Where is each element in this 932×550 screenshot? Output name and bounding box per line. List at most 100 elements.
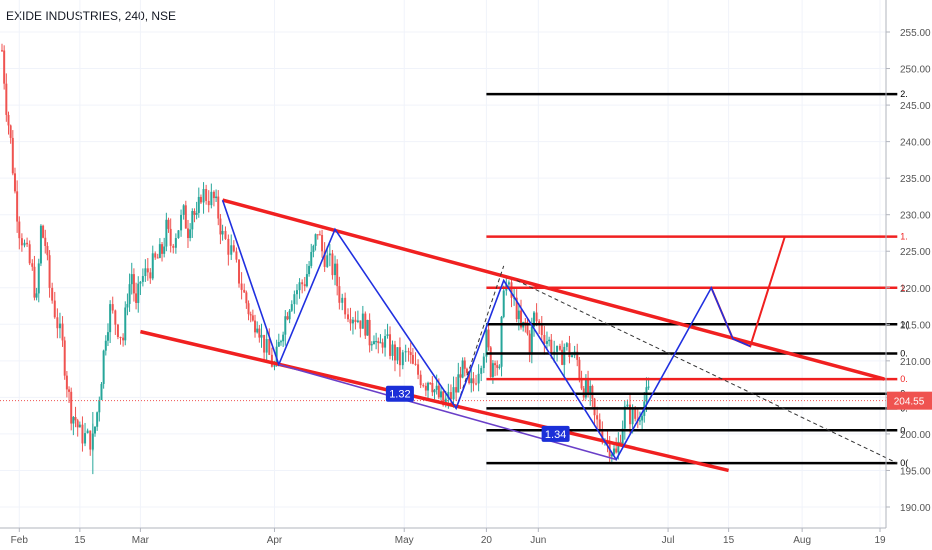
candle-body <box>461 360 464 378</box>
fib-level-label: 1. <box>900 283 908 293</box>
candle-body <box>238 259 241 284</box>
candle-body <box>384 336 387 348</box>
candle-body <box>163 246 166 254</box>
candle-body <box>341 297 344 303</box>
candle-body <box>449 392 452 400</box>
candle-body <box>7 114 10 126</box>
candle-body <box>558 345 561 350</box>
candle-body <box>535 312 538 322</box>
candle-body <box>440 391 442 398</box>
candle-body <box>186 228 189 239</box>
candle-body <box>526 322 529 334</box>
candle-body <box>465 368 468 373</box>
candle-body <box>447 392 450 399</box>
candle-body <box>301 282 304 285</box>
candle-body <box>634 408 637 419</box>
candle-body <box>338 286 341 303</box>
candle-body <box>89 430 92 450</box>
candle-body <box>116 324 119 337</box>
candle-body <box>598 419 601 432</box>
y-tick-label: 220.00 <box>900 284 931 295</box>
candle-body <box>249 314 252 316</box>
x-tick-label: 15 <box>74 535 86 546</box>
candle-body <box>98 400 101 413</box>
candle-body <box>20 238 23 246</box>
candle-body <box>364 313 367 336</box>
candle-body <box>199 196 202 203</box>
candle-body <box>489 347 492 377</box>
candle-body <box>212 191 215 199</box>
last-price-badge <box>887 391 932 410</box>
candle-body <box>496 365 499 368</box>
candle-body <box>141 276 144 282</box>
candle-body <box>33 266 36 298</box>
candle-body <box>429 382 432 384</box>
candle-body <box>328 253 331 256</box>
candle-body <box>323 251 326 267</box>
candle-body <box>126 303 129 308</box>
candle-body <box>372 341 375 345</box>
candle-body <box>356 320 359 323</box>
y-tick-label: 210.00 <box>900 357 931 368</box>
candle-body <box>308 265 311 275</box>
candle-body <box>100 383 103 401</box>
y-tick-label: 225.00 <box>900 247 931 258</box>
candle-body <box>459 374 462 378</box>
candle-body <box>370 344 373 346</box>
candle-body <box>589 385 592 395</box>
candle-body <box>202 188 205 203</box>
candle-body <box>154 253 157 258</box>
candle-body <box>435 385 438 390</box>
candle-body <box>396 347 399 361</box>
candle-body <box>477 373 480 384</box>
fib-level-label: 2. <box>900 89 908 99</box>
candle-body <box>122 337 125 341</box>
candle-body <box>498 366 501 368</box>
candle-body <box>39 225 42 264</box>
candle-body <box>102 350 105 384</box>
y-tick-label: 240.00 <box>900 138 931 149</box>
candle-body <box>351 319 354 324</box>
candle-body <box>149 272 152 279</box>
candle-body <box>561 349 564 365</box>
x-tick-label: Jul <box>662 535 675 546</box>
candle-body <box>268 339 271 355</box>
ratio-badge <box>385 385 414 402</box>
candle-body <box>224 230 227 239</box>
candle-body <box>366 319 369 336</box>
candle-body <box>375 341 378 343</box>
candle-body <box>398 347 401 366</box>
candle-body <box>528 333 531 355</box>
candle-body <box>596 415 599 420</box>
candle-body <box>182 205 185 215</box>
candle-body <box>235 251 238 260</box>
ratio-badge <box>541 425 570 442</box>
candle-body <box>284 316 287 335</box>
candle-body <box>389 334 392 356</box>
candle-body <box>58 323 61 329</box>
candle-body <box>524 322 527 324</box>
candle-body <box>72 417 75 424</box>
candle-body <box>74 417 77 421</box>
candle-body <box>290 304 293 311</box>
fib-level-label: 0. <box>900 349 908 359</box>
x-tick-label: 15 <box>723 535 735 546</box>
candle-body <box>626 404 629 407</box>
candle-body <box>417 364 420 375</box>
candle-body <box>556 345 559 352</box>
candle-body <box>256 328 259 333</box>
y-tick-label: 200.00 <box>900 430 931 441</box>
candle-body <box>109 304 112 333</box>
candle-body <box>520 310 523 328</box>
candle-body <box>344 297 347 315</box>
candle-body <box>16 191 19 222</box>
candle-body <box>65 375 68 390</box>
candle-body <box>11 137 14 174</box>
candle-body <box>277 341 280 347</box>
candle-body <box>265 339 268 353</box>
candle-body <box>584 379 587 398</box>
candle-body <box>298 282 301 291</box>
candle-body <box>197 196 200 213</box>
candle-body <box>361 313 364 329</box>
